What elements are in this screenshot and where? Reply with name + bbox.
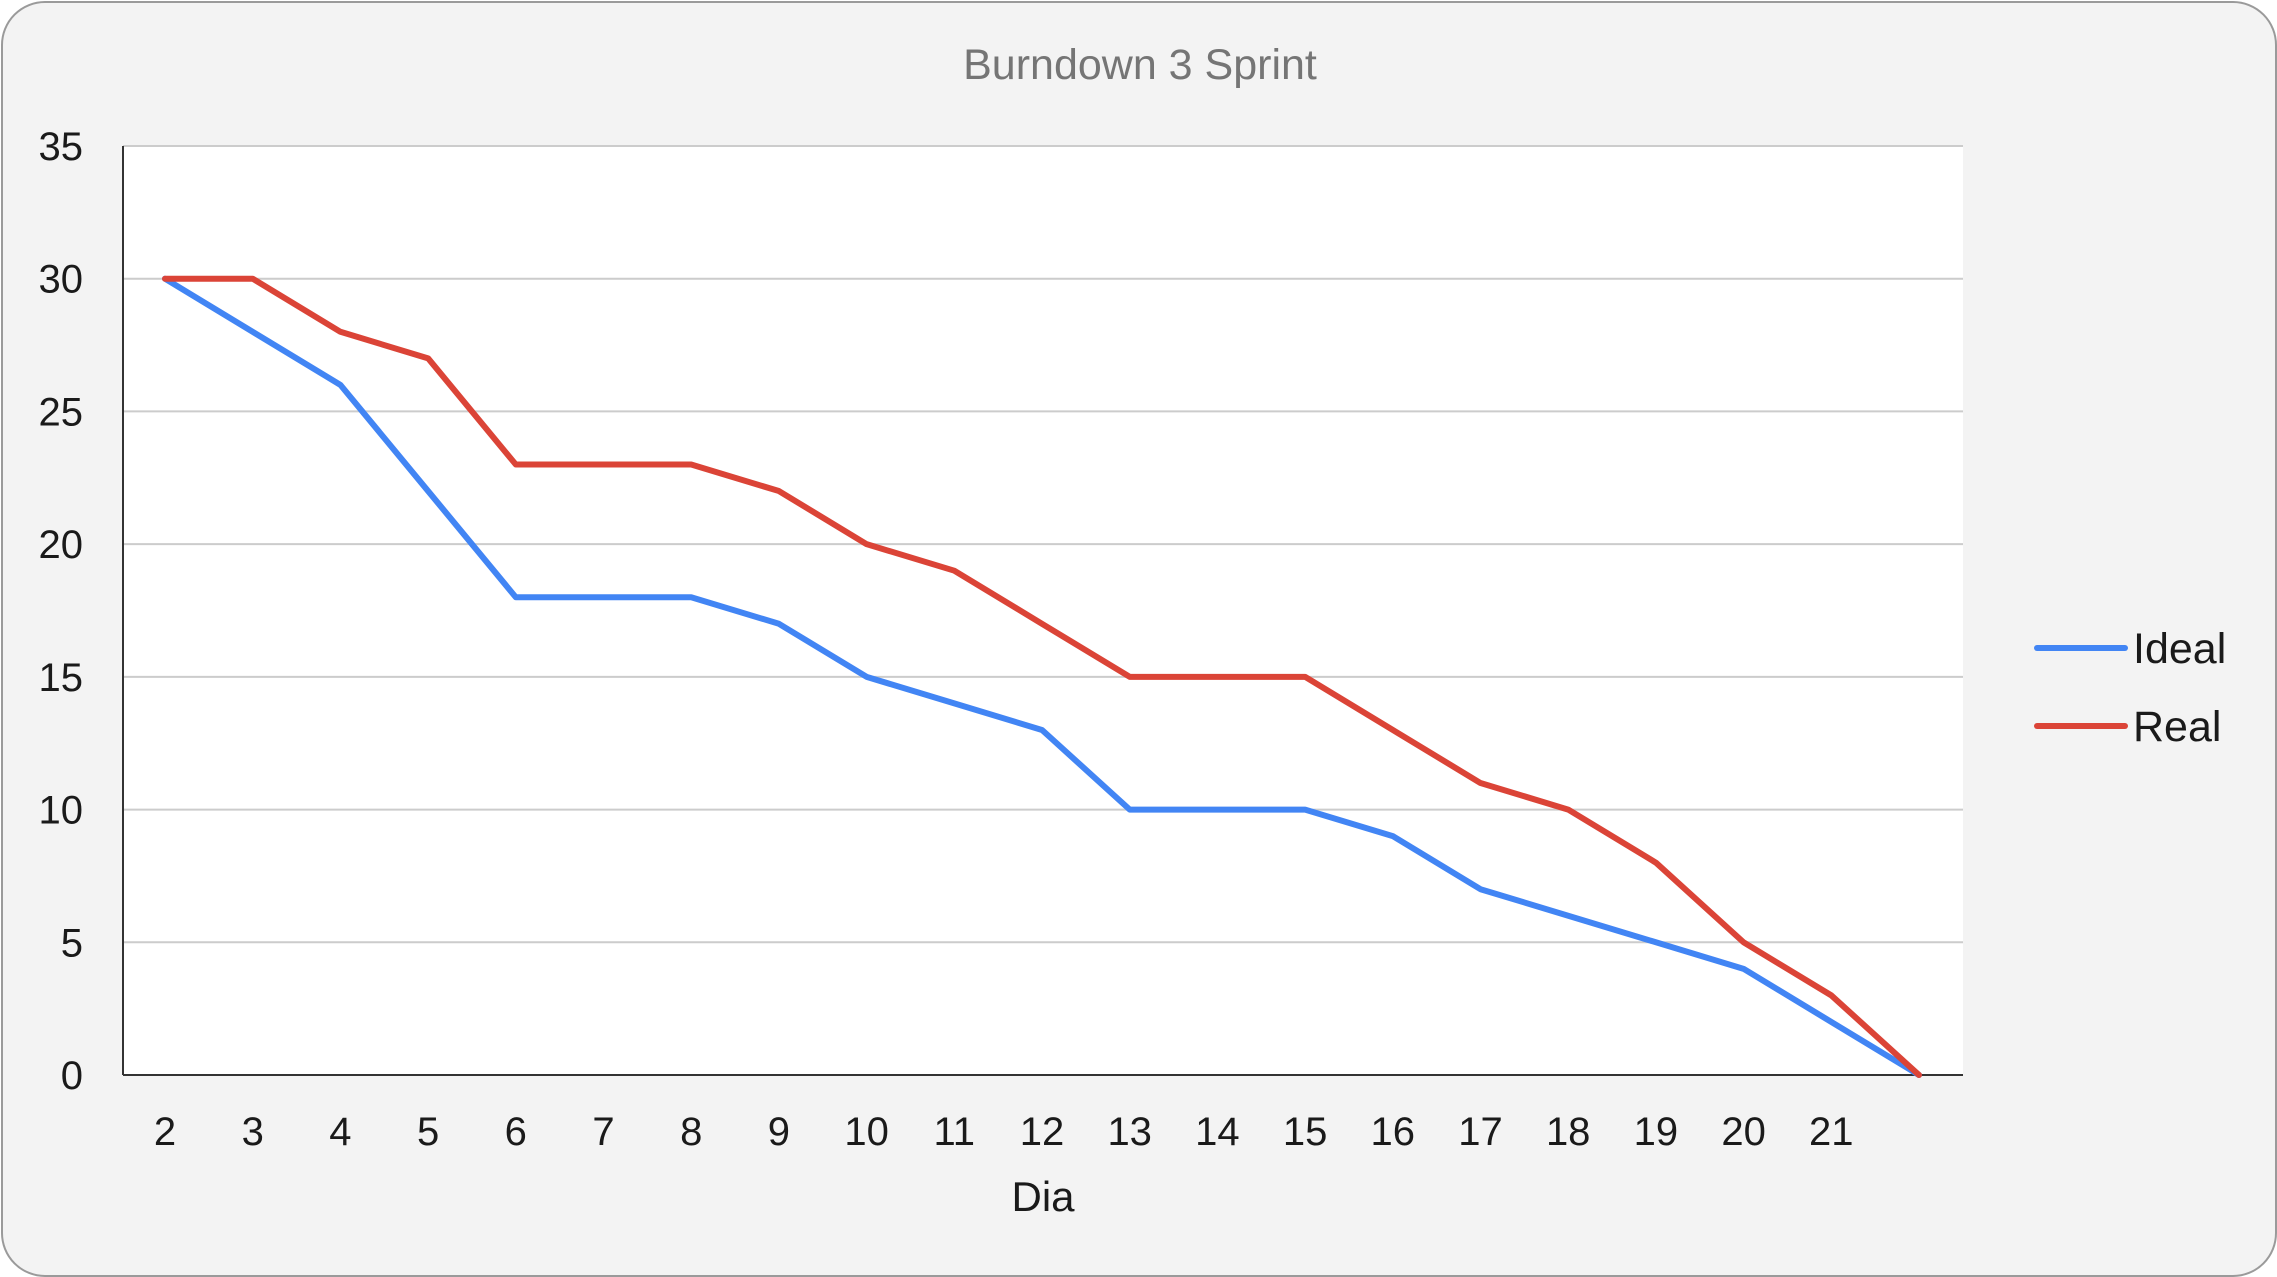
x-axis-label: Dia	[1011, 1173, 1075, 1220]
x-tick-label: 3	[242, 1110, 264, 1154]
x-tick-label: 8	[680, 1110, 702, 1154]
chart-title: Burndown 3 Sprint	[963, 41, 1317, 89]
x-tick-label: 6	[505, 1110, 527, 1154]
series-line-ideal	[162, 275, 1922, 1078]
x-axis-ticks: 2 3 4 5 6 7 8 9 10 11 12 13 14 15 16 17 18 19 20 21	[154, 1110, 1854, 1154]
x-tick-label: 17	[1458, 1110, 1503, 1154]
x-tick-label: 10	[844, 1110, 889, 1154]
x-tick-label: 21	[1809, 1110, 1854, 1154]
x-tick-label: 13	[1107, 1110, 1152, 1154]
series-lines	[162, 275, 1922, 1078]
x-tick-label: 18	[1546, 1110, 1591, 1154]
legend: Ideal Real	[2034, 625, 2226, 751]
y-tick-label: 5	[61, 921, 83, 965]
x-tick-label: 15	[1283, 1110, 1328, 1154]
y-tick-label: 0	[61, 1054, 83, 1098]
x-tick-label: 16	[1371, 1110, 1416, 1154]
y-tick-label: 30	[39, 258, 84, 302]
x-tick-label: 5	[417, 1110, 439, 1154]
x-tick-label: 11	[934, 1110, 976, 1154]
y-tick-label: 10	[39, 789, 84, 833]
y-axis-ticks: 0 5 10 15 20 25 30 35	[39, 125, 84, 1098]
y-tick-label: 15	[39, 656, 84, 700]
series-line-real	[162, 275, 1922, 1078]
legend-label-ideal: Ideal	[2133, 625, 2226, 673]
x-tick-label: 9	[768, 1110, 790, 1154]
x-tick-label: 14	[1195, 1110, 1240, 1154]
x-tick-label: 12	[1020, 1110, 1065, 1154]
y-tick-label: 25	[39, 390, 84, 434]
plot-area	[123, 146, 1963, 1075]
burndown-chart: Burndown 3 Sprint 0 5 10 15 20 25 30 35 2 3 4 5 6 7 8…	[39, 41, 2227, 1220]
legend-label-real: Real	[2133, 703, 2221, 751]
x-tick-label: 4	[329, 1110, 351, 1154]
y-tick-label: 20	[39, 523, 84, 567]
x-tick-label: 7	[592, 1110, 614, 1154]
x-tick-label: 2	[154, 1110, 176, 1154]
axes	[122, 146, 1963, 1076]
gridlines	[123, 145, 1963, 944]
x-tick-label: 20	[1721, 1110, 1766, 1154]
x-tick-label: 19	[1634, 1110, 1679, 1154]
y-tick-label: 35	[39, 125, 84, 169]
